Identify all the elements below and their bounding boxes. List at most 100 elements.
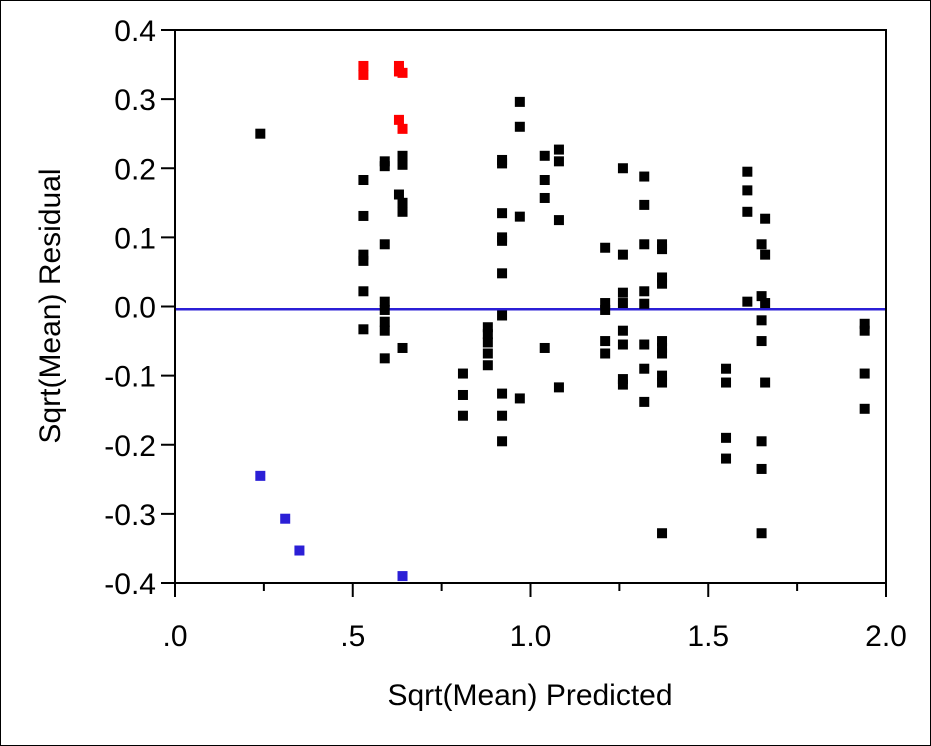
data-point [539,192,550,203]
data-point [553,382,564,393]
data-point [639,199,650,210]
data-point [639,286,650,297]
data-point [393,60,404,71]
data-point [639,298,650,309]
data-point [756,291,767,302]
y-tick-label: -0.2 [104,430,156,463]
data-point [539,175,550,186]
data-point [742,296,753,307]
data-point [379,325,390,336]
data-point [514,393,525,404]
x-tick-label: 2.0 [865,620,907,653]
data-point [457,389,468,400]
y-tick-label: -0.3 [104,499,156,532]
y-tick-label: -0.4 [104,568,156,601]
data-point [358,69,369,80]
data-point [617,287,628,298]
data-point [617,379,628,390]
y-axis-label: Sqrt(Mean) Residual [34,168,67,443]
data-point [482,337,493,348]
data-point [457,410,468,421]
data-point [756,336,767,347]
x-tick-label: 1.0 [510,620,552,653]
x-axis-label: Sqrt(Mean) Predicted [387,679,672,712]
data-point [617,374,628,385]
data-point [639,396,650,407]
data-point [639,339,650,350]
data-point [553,144,564,155]
data-point [379,161,390,172]
data-point [514,121,525,132]
data-point [756,315,767,326]
data-point [379,304,390,315]
data-point [397,159,408,170]
data-point [358,255,369,266]
data-point [859,318,870,329]
data-point [657,528,668,539]
data-point [600,348,611,359]
data-point [358,286,369,297]
y-tick-label: 0.3 [114,84,156,117]
data-point [482,360,493,371]
points-layer [255,60,870,582]
data-point [358,175,369,186]
y-tick-label: 0.1 [114,222,156,255]
data-point [379,353,390,364]
data-point [657,244,668,255]
data-point [600,242,611,253]
ticks-layer: .0 .5 1.0 1.5 2.0 0.4 0.3 0.2 0.1 0.0 -0.1 -0.2 -0.3… [104,15,907,653]
data-point [756,463,767,474]
data-point [721,363,732,374]
data-point [617,163,628,174]
data-point [379,239,390,250]
data-point [639,171,650,182]
data-point [255,470,266,481]
data-point [514,211,525,222]
data-point [397,67,408,78]
data-point [482,329,493,340]
data-point [760,298,771,309]
data-point [756,528,767,539]
data-point [539,342,550,353]
data-point [553,215,564,226]
data-point [657,348,668,359]
data-point [497,235,508,246]
data-point [657,342,668,353]
data-point [397,150,408,161]
data-point [397,342,408,353]
data-point [721,432,732,443]
data-point [514,96,525,107]
data-point [497,208,508,219]
data-point [760,377,771,388]
y-tick-label: -0.1 [104,361,156,394]
data-point [397,571,408,582]
data-point [859,403,870,414]
data-point [497,310,508,321]
data-point [539,150,550,161]
data-point [397,206,408,217]
data-point [721,453,732,464]
y-tick-label: 0.0 [114,292,156,325]
data-point [721,377,732,388]
data-point [617,325,628,336]
data-point [482,322,493,333]
data-point [657,377,668,388]
data-point [742,206,753,217]
data-point [756,239,767,250]
data-point [760,249,771,260]
data-point [397,123,408,134]
data-point [639,363,650,374]
data-point [639,239,650,250]
data-point [657,278,668,289]
data-point [617,249,628,260]
data-point [760,213,771,224]
data-point [657,336,668,347]
x-tick-label: .5 [340,620,365,653]
data-point [617,298,628,309]
data-point [497,410,508,421]
data-point [379,316,390,327]
data-point [497,158,508,169]
data-point [255,128,266,139]
data-point [358,249,369,260]
data-point [657,370,668,381]
